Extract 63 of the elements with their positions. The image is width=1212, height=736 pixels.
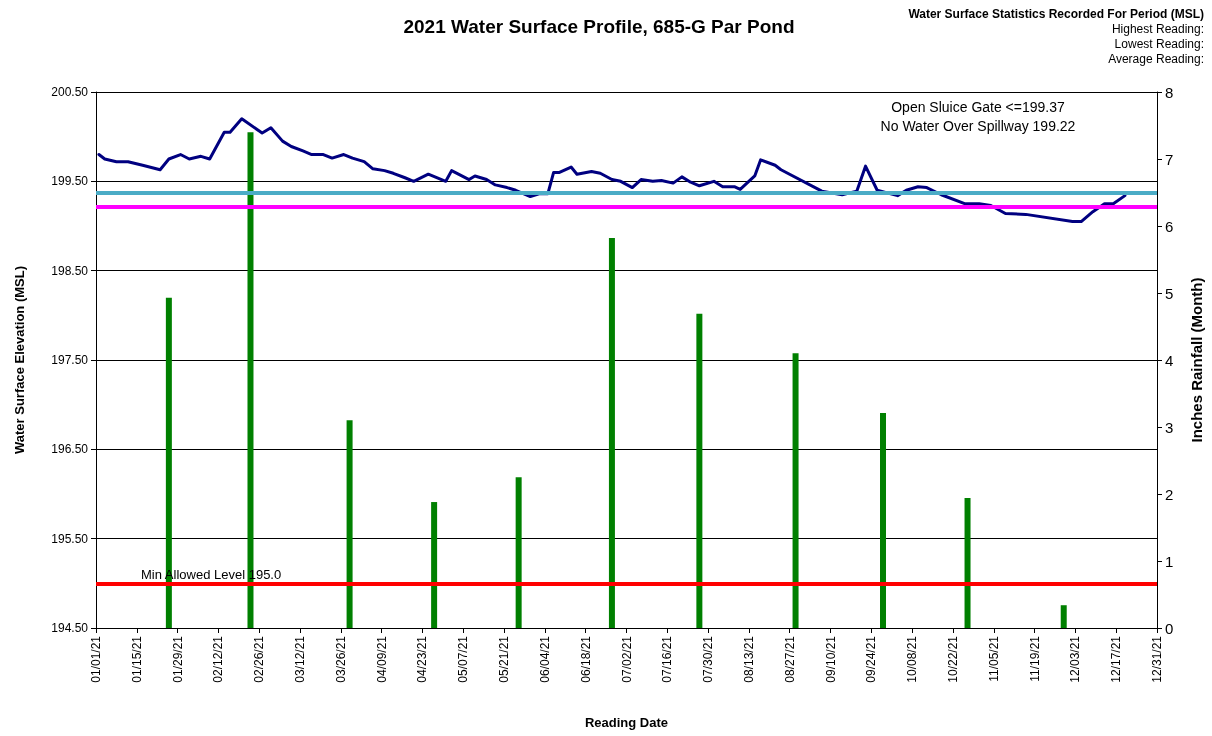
bar [346, 420, 353, 628]
x-axis-title: Reading Date [584, 715, 669, 730]
x-tick-label: 01/01/21 [89, 635, 103, 683]
text: Average Reading: [1108, 52, 1205, 66]
x-tick-label: 01/29/21 [170, 635, 185, 683]
bar [880, 412, 887, 628]
y-tick-label: 195.50 [51, 531, 89, 546]
y2-tick-label: 6 [1165, 217, 1174, 235]
x-tick-label: 12/31/21 [1150, 635, 1164, 683]
x-tick-label: 05/07/21 [456, 635, 471, 683]
x-tick-label: 09/10/21 [823, 635, 838, 683]
x-tick-label: 07/02/21 [619, 635, 634, 683]
x-tick-label: 01/15/21 [129, 635, 144, 683]
x-tick-label: 07/16/21 [660, 635, 675, 683]
annotation: Open Sluice Gate <=199.37 [891, 99, 1065, 115]
x-tick-label: 03/26/21 [333, 635, 348, 683]
text: Highest Reading: [1111, 22, 1204, 36]
x-tick-label: 11/19/21 [1027, 635, 1042, 682]
x-tick-label: 09/24/21 [864, 635, 879, 683]
x-tick-label: 02/26/21 [252, 635, 267, 683]
y-axis-title: Water Surface Elevation (MSL) [12, 265, 27, 455]
y-tick-label: 199.50 [51, 174, 89, 189]
y2-tick-label: 7 [1165, 150, 1174, 168]
x-tick-label: 06/18/21 [578, 635, 593, 683]
bar [515, 477, 522, 628]
x-tick-label: 12/03/21 [1068, 635, 1083, 683]
x-tick-label: 08/13/21 [741, 635, 756, 683]
x-tick-label: 12/17/21 [1109, 635, 1124, 683]
x-tick-label: 11/05/21 [986, 635, 1001, 682]
y2-tick-label: 5 [1165, 284, 1174, 302]
annotation: No Water Over Spillway 199.22 [880, 118, 1076, 134]
x-tick-label: 08/27/21 [782, 635, 797, 683]
y2-tick-label: 8 [1165, 83, 1174, 101]
x-tick-label: 03/12/21 [293, 635, 308, 683]
x-tick-label: 06/04/21 [537, 635, 552, 683]
y2-tick-label: 1 [1165, 552, 1174, 570]
bar [696, 313, 703, 628]
y2-tick-label: 0 [1165, 619, 1174, 637]
text: Lowest Reading: [1114, 37, 1204, 51]
y-tick-label: 196.50 [51, 442, 89, 457]
y-tick-label: 198.50 [51, 263, 89, 278]
bar [431, 502, 438, 628]
y2-tick-label: 2 [1165, 485, 1174, 503]
y2-tick-label: 3 [1165, 418, 1174, 436]
line-series [97, 117, 1127, 224]
chart-title: 2021 Water Surface Profile, 685-G Par Pond [403, 16, 795, 37]
y-tick-label: 194.50 [51, 621, 89, 635]
x-tick-label: 05/21/21 [497, 635, 512, 683]
x-tick-label: 10/08/21 [905, 635, 920, 683]
bar [608, 238, 615, 628]
x-tick-label: 10/22/21 [945, 635, 960, 683]
y-tick-label: 197.50 [51, 353, 89, 367]
x-tick-label: 04/23/21 [415, 635, 430, 683]
y2-axis-title: Inches Rainfall (Month) [1188, 277, 1205, 443]
x-tick-label: 04/09/21 [374, 635, 389, 683]
bar [792, 353, 799, 628]
text: Water Surface Statistics Recorded For Period (MSL) [908, 7, 1204, 21]
x-tick-label: 02/12/21 [211, 635, 226, 683]
y-tick-label: 200.50 [51, 85, 89, 99]
y2-tick-label: 4 [1165, 351, 1174, 369]
bar [964, 498, 971, 628]
x-tick-label: 07/30/21 [701, 635, 716, 683]
bar [1060, 605, 1067, 628]
